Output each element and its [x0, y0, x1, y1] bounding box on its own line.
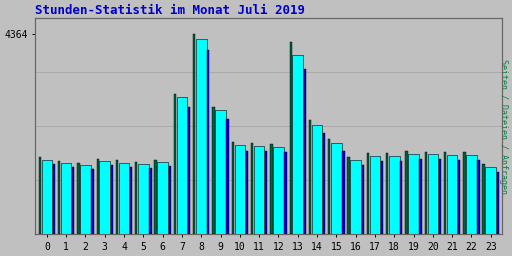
Y-axis label: Seiten / Dateien / Anfragen: Seiten / Dateien / Anfragen — [499, 59, 508, 194]
Bar — [130, 167, 132, 234]
Bar — [119, 163, 130, 234]
Bar — [135, 162, 138, 234]
Bar — [370, 156, 380, 234]
Bar — [428, 154, 438, 234]
Bar — [439, 159, 441, 234]
Bar — [207, 50, 209, 234]
Bar — [193, 34, 196, 234]
Bar — [254, 146, 265, 234]
Bar — [482, 164, 485, 234]
Bar — [386, 153, 388, 234]
Bar — [155, 160, 157, 234]
Bar — [485, 167, 496, 234]
Bar — [226, 119, 229, 234]
Bar — [400, 161, 402, 234]
Bar — [444, 152, 446, 234]
Bar — [419, 159, 422, 234]
Bar — [406, 151, 408, 234]
Bar — [39, 157, 41, 234]
Bar — [284, 152, 287, 234]
Bar — [58, 161, 60, 234]
Bar — [61, 163, 72, 234]
Bar — [350, 160, 361, 234]
Bar — [463, 152, 465, 234]
Bar — [289, 42, 292, 234]
Bar — [99, 161, 110, 234]
Bar — [424, 152, 427, 234]
Bar — [447, 155, 457, 234]
Bar — [212, 106, 215, 234]
Bar — [408, 154, 419, 234]
Bar — [196, 39, 206, 234]
Bar — [265, 151, 267, 234]
Bar — [477, 160, 480, 234]
Bar — [138, 164, 148, 234]
Bar — [72, 167, 74, 234]
Bar — [150, 168, 152, 234]
Bar — [458, 160, 460, 234]
Bar — [157, 162, 168, 234]
Bar — [188, 108, 190, 234]
Bar — [41, 160, 52, 234]
Bar — [342, 151, 345, 234]
Bar — [111, 165, 113, 234]
Bar — [367, 153, 369, 234]
Bar — [270, 144, 272, 234]
Bar — [304, 69, 306, 234]
Bar — [466, 155, 477, 234]
Bar — [168, 166, 171, 234]
Bar — [77, 163, 79, 234]
Bar — [251, 143, 253, 234]
Bar — [497, 172, 499, 234]
Bar — [174, 94, 176, 234]
Bar — [91, 169, 94, 234]
Bar — [234, 145, 245, 234]
Bar — [273, 147, 284, 234]
Bar — [328, 139, 330, 234]
Bar — [309, 120, 311, 234]
Bar — [97, 159, 99, 234]
Bar — [381, 161, 383, 234]
Bar — [389, 156, 399, 234]
Bar — [246, 151, 248, 234]
Bar — [348, 157, 350, 234]
Bar — [361, 165, 364, 234]
Bar — [323, 133, 325, 234]
Bar — [53, 164, 55, 234]
Text: Stunden-Statistik im Monat Juli 2019: Stunden-Statistik im Monat Juli 2019 — [35, 4, 305, 17]
Bar — [177, 97, 187, 234]
Bar — [231, 142, 234, 234]
Bar — [80, 165, 91, 234]
Bar — [331, 143, 342, 234]
Bar — [116, 160, 118, 234]
Bar — [312, 125, 323, 234]
Bar — [215, 110, 226, 234]
Bar — [292, 55, 303, 234]
